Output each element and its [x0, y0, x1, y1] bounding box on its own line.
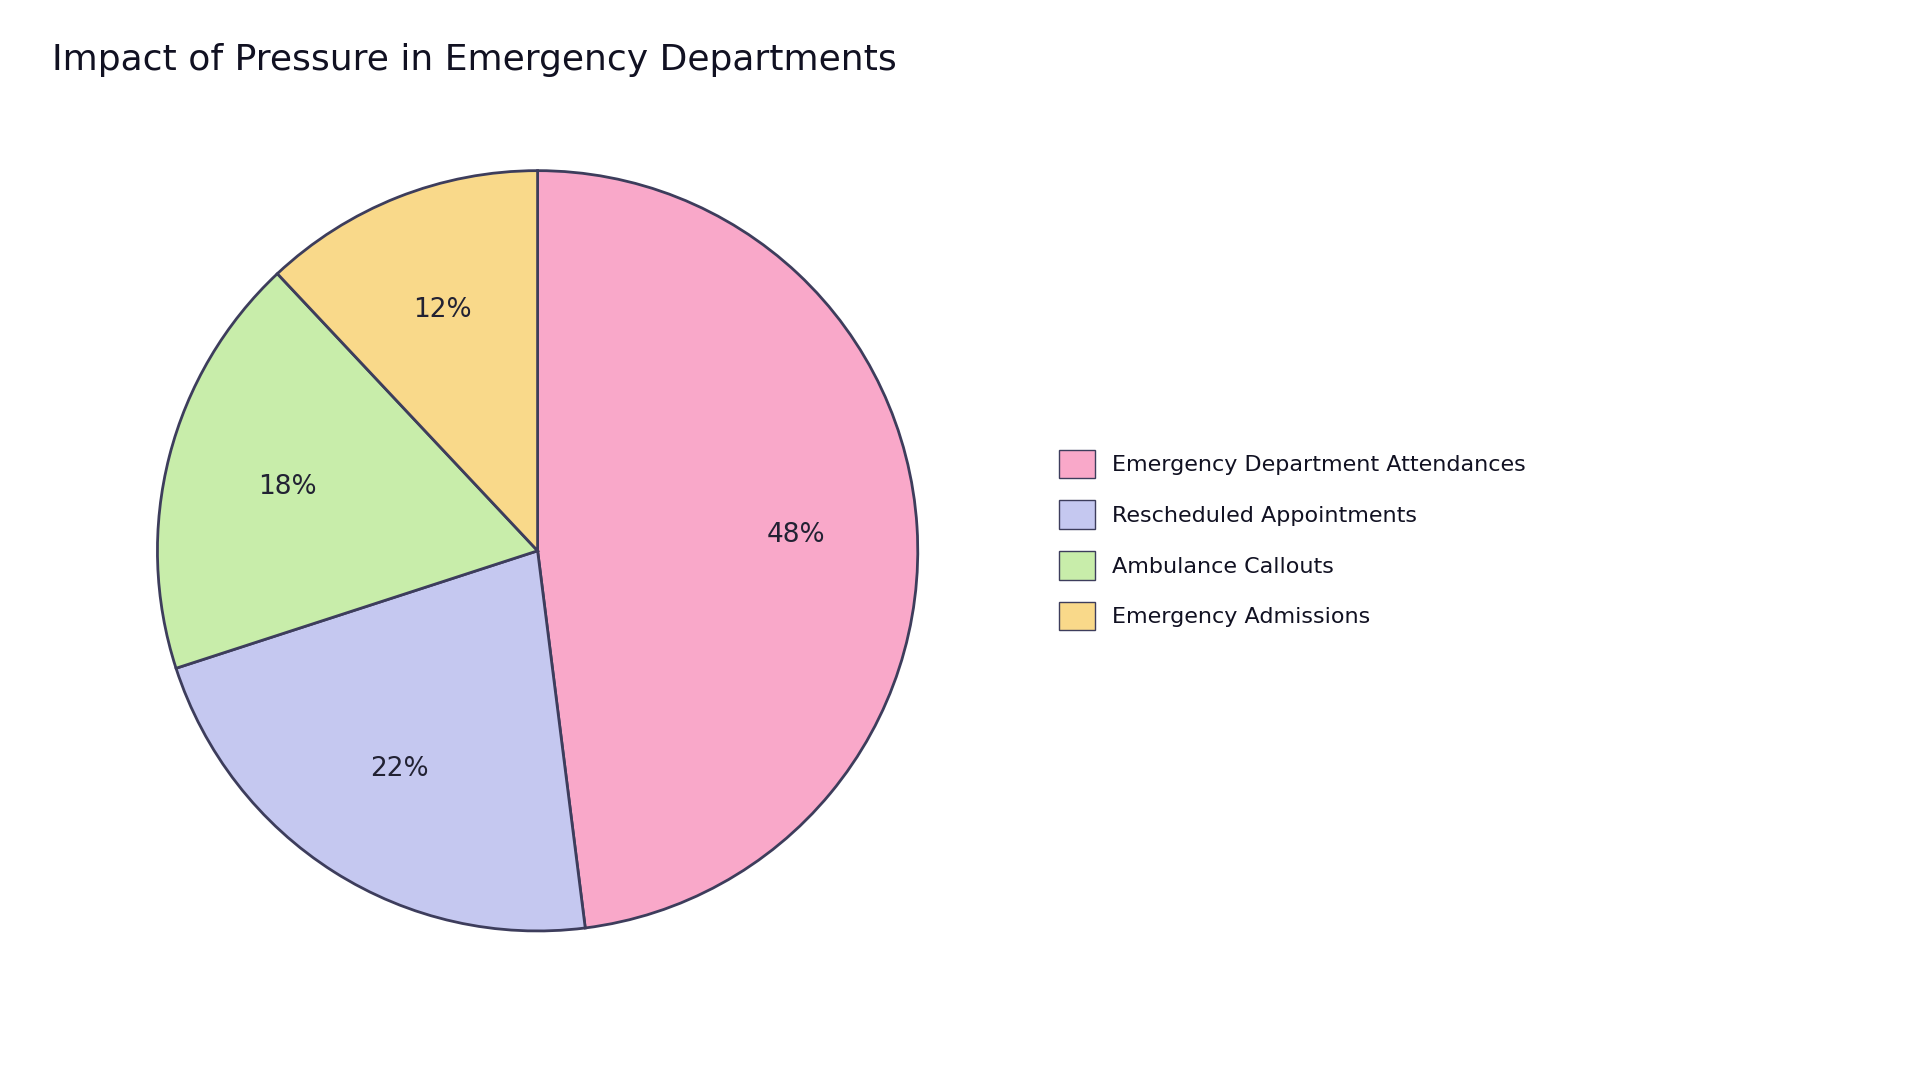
Text: 18%: 18%	[257, 473, 317, 500]
Text: 48%: 48%	[766, 522, 826, 548]
Text: 22%: 22%	[371, 756, 428, 782]
Wedge shape	[538, 171, 918, 928]
Wedge shape	[177, 551, 586, 931]
Legend: Emergency Department Attendances, Rescheduled Appointments, Ambulance Callouts, : Emergency Department Attendances, Resche…	[1048, 438, 1538, 642]
Wedge shape	[276, 171, 538, 551]
Text: 12%: 12%	[413, 297, 472, 323]
Wedge shape	[157, 273, 538, 669]
Text: Impact of Pressure in Emergency Departments: Impact of Pressure in Emergency Departme…	[52, 43, 897, 77]
